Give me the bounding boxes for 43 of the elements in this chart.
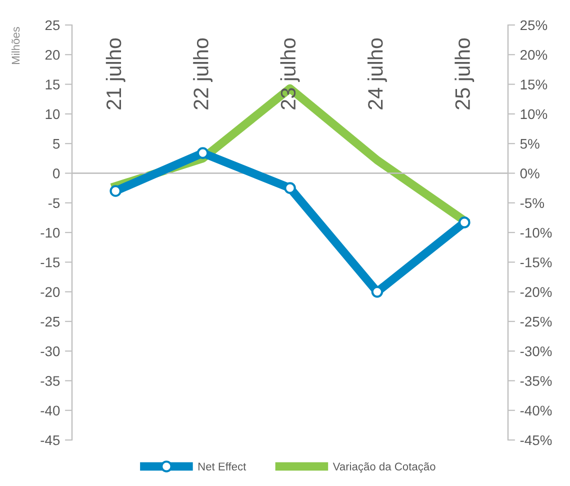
y2-tick-label: 25% — [520, 20, 548, 30]
y2-tick-label: 0% — [520, 168, 540, 178]
y2-tick-label: -40% — [520, 406, 552, 416]
y-tick-label: 5 — [53, 139, 60, 149]
point — [458, 216, 470, 228]
y2-tick-label: 5% — [520, 138, 540, 149]
y-axis-title: Milhões — [12, 27, 20, 64]
y-tick-label: -40 — [40, 406, 60, 416]
y-tick-label: -20 — [40, 287, 60, 297]
y2-tick-label: -15% — [520, 258, 552, 268]
y-tick-label: 25 — [45, 20, 60, 30]
y-tick-label: -45 — [40, 435, 60, 446]
x-tick-label: 21 julho — [106, 38, 126, 110]
y2-tick-label: -20% — [520, 287, 552, 297]
y2-tick-label: 20% — [520, 50, 548, 60]
y2-tick-label: -30% — [520, 346, 552, 356]
point — [371, 286, 384, 298]
y2-tick-label: -10% — [520, 228, 552, 238]
x-tick-label: 24 julho — [367, 38, 387, 110]
y-tick-label: -25 — [40, 316, 60, 327]
point — [284, 182, 296, 194]
y2-tick-label: -25% — [520, 316, 552, 327]
y-tick-label: -10 — [40, 228, 60, 238]
y2-tick-label: 10% — [520, 109, 548, 120]
y-tick-label: 20 — [45, 50, 60, 60]
y-tick-label: -5 — [48, 198, 60, 208]
y-tick-label: -30 — [40, 346, 60, 356]
legend-label: Variação da Cotação — [332, 462, 436, 473]
y2-tick-label: -5% — [520, 198, 544, 208]
x-tick-label: 23 julho — [280, 38, 300, 110]
y-tick-label: -35 — [40, 376, 60, 386]
x-tick-label: 22 julho — [193, 38, 213, 110]
x-tick-label: 25 julho — [454, 38, 474, 110]
point — [196, 147, 209, 159]
y-tick-label: -15 — [40, 258, 60, 268]
y2-tick-label: -35% — [520, 376, 552, 386]
point — [110, 185, 122, 197]
y-tick-label: 0 — [53, 168, 60, 178]
y2-tick-label: 15% — [520, 80, 548, 90]
legend-label: Net Effect — [198, 462, 246, 470]
y2-tick-label: -45% — [520, 435, 552, 446]
y-tick-label: 15 — [46, 80, 60, 90]
y-tick-label: 10 — [46, 109, 60, 120]
